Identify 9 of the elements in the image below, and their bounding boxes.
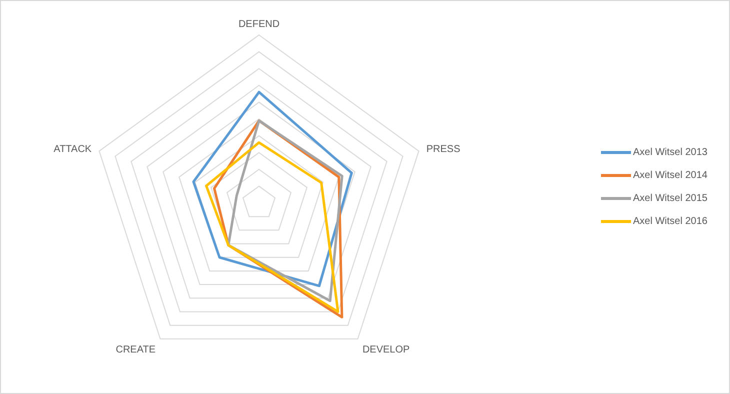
legend-label: Axel Witsel 2015 (633, 193, 708, 204)
spoke-label: ATTACK (54, 144, 92, 156)
spoke-label: CREATE (116, 344, 156, 356)
spoke-label: PRESS (426, 144, 461, 156)
legend-label: Axel Witsel 2016 (633, 216, 708, 227)
legend-label: Axel Witsel 2013 (633, 147, 708, 158)
legend-label: Axel Witsel 2014 (633, 170, 708, 181)
spoke-label: DEVELOP (362, 344, 410, 356)
spoke-label: DEFEND (238, 19, 280, 30)
